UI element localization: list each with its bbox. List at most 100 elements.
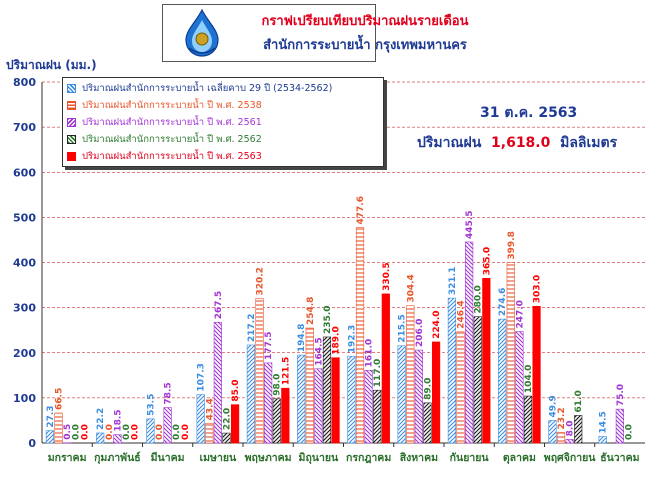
chart-title-line1: กราฟเปรียบเทียบปริมาณฝนรายเดือน <box>261 14 469 29</box>
legend-swatch-2563 <box>67 152 76 161</box>
value-label-avg: 49.9 <box>548 395 558 417</box>
x-tick-label: ตุลาคม <box>503 452 536 465</box>
bar-y2563 <box>381 293 390 444</box>
x-tick-label: มีนาคม <box>151 451 185 464</box>
bar-y2538 <box>406 305 415 444</box>
bar-y2562 <box>574 415 583 444</box>
value-label-y2562: 235.0 <box>323 305 333 333</box>
bar-y2561 <box>565 439 574 444</box>
value-label-y2563: 330.5 <box>382 262 392 290</box>
value-label-y2561: 78.5 <box>164 382 174 404</box>
bar-y2561 <box>213 321 222 444</box>
value-label-y2562: 61.0 <box>574 390 584 412</box>
value-label-y2563: 121.5 <box>281 357 291 385</box>
value-label-y2538: 43.4 <box>205 398 215 420</box>
value-label-y2538: 0.0 <box>155 424 165 440</box>
bar-avg <box>397 345 406 444</box>
bar-y2562 <box>473 316 482 444</box>
legend-item-2561: ปริมาณฝนสำนักการระบายน้ำ ปี พ.ศ. 2561 <box>67 114 379 131</box>
y-tick-label: 500 <box>13 211 36 224</box>
y-tick-label: 600 <box>13 166 36 179</box>
x-tick-label: มิถุนายน <box>298 452 339 465</box>
legend-swatch-2538 <box>67 101 76 110</box>
y-tick-label: 800 <box>13 76 36 89</box>
bar-y2563 <box>230 404 240 444</box>
bar-y2561 <box>615 408 624 444</box>
value-label-y2561: 247.0 <box>515 300 525 328</box>
bar-y2561 <box>364 370 373 444</box>
date-label: 31 ต.ค. 2563 <box>480 105 578 121</box>
legend-item-2563: ปริมาณฝนสำนักการระบายน้ำ ปี พ.ศ. 2563 <box>67 148 379 165</box>
value-label-y2563: 303.0 <box>533 275 543 303</box>
value-label-y2561: 445.5 <box>465 210 475 238</box>
value-label-y2561: 8.0 <box>566 420 576 436</box>
value-label-y2562: 280.0 <box>474 285 484 313</box>
rain-total-unit: มิลลิเมตร <box>560 135 618 151</box>
legend-label-avg: ปริมาณฝนสำนักการระบายน้ำ เฉลี่ยคาบ 29 ปี… <box>82 83 333 94</box>
y-axis-label: ปริมาณฝน (มม.) <box>6 58 97 72</box>
value-label-avg: 217.2 <box>247 314 257 342</box>
bar-avg <box>548 420 557 444</box>
value-label-avg: 194.8 <box>297 324 307 352</box>
value-label-y2561: 18.5 <box>113 409 123 431</box>
rain-total: ปริมาณฝน 1,618.0 มิลลิเมตร <box>417 132 617 154</box>
bar-y2538 <box>205 423 214 444</box>
bar-y2563 <box>431 341 441 444</box>
x-tick-label: กุมภาพันธ์ <box>94 451 141 465</box>
bar-y2561 <box>163 407 172 444</box>
value-label-y2563: 189.0 <box>332 326 342 354</box>
value-label-y2563: 0.0 <box>131 424 141 440</box>
value-label-y2563: 85.0 <box>231 379 241 401</box>
value-label-avg: 192.3 <box>347 325 357 353</box>
value-label-y2562: 0.0 <box>72 424 82 440</box>
raindrop-emblem-icon <box>185 8 219 57</box>
value-label-y2562: 89.0 <box>423 378 433 400</box>
value-label-y2538: 254.8 <box>306 297 316 325</box>
x-tick-label: พฤศจิกายน <box>544 452 597 464</box>
legend-swatch-2562 <box>67 135 76 144</box>
value-label-y2561: 161.0 <box>365 339 375 367</box>
x-tick-label: เมษายน <box>200 452 237 464</box>
bar-y2538 <box>456 331 465 444</box>
legend-label-2562: ปริมาณฝนสำนักการระบายน้ำ ปี พ.ศ. 2562 <box>82 134 262 145</box>
value-label-y2561: 177.5 <box>264 331 274 359</box>
bar-avg <box>246 344 256 444</box>
y-tick-label: 300 <box>13 302 36 315</box>
value-label-y2561: 206.0 <box>415 319 425 347</box>
legend-swatch-avg <box>67 84 76 93</box>
legend-swatch-2561 <box>67 118 76 127</box>
legend-label-2561: ปริมาณฝนสำนักการระบายน้ำ ปี พ.ศ. 2561 <box>82 117 262 128</box>
bar-avg <box>347 355 356 444</box>
bar-y2538 <box>355 227 365 444</box>
value-label-avg: 321.1 <box>448 267 458 295</box>
bar-avg <box>146 418 155 444</box>
bar-y2538 <box>305 327 314 444</box>
x-tick-label: กันยายน <box>450 452 490 464</box>
value-label-y2562: 98.0 <box>273 374 283 396</box>
y-tick-label: 100 <box>13 392 36 405</box>
value-label-avg: 53.5 <box>146 394 156 416</box>
value-label-y2538: 477.6 <box>356 196 366 224</box>
value-label-y2538: 23.2 <box>557 407 567 429</box>
y-tick-label: 700 <box>13 121 36 134</box>
chart-title-line2: สำนักการระบายน้ำ กรุงเทพมหานคร <box>263 38 467 53</box>
value-label-y2538: 66.5 <box>55 388 65 410</box>
y-tick-label: 0 <box>28 437 36 450</box>
bar-avg <box>45 430 55 444</box>
x-tick-label: ธันวาคม <box>600 452 639 464</box>
bar-y2561 <box>314 368 323 444</box>
bar-y2562 <box>523 395 533 444</box>
value-label-avg: 22.2 <box>96 408 106 430</box>
bar-y2561 <box>414 349 423 444</box>
bar-y2562 <box>373 389 382 444</box>
legend-item-2538: ปริมาณฝนสำนักการระบายน้ำ ปี พ.ศ. 2538 <box>67 97 379 114</box>
value-label-avg: 107.3 <box>197 363 207 391</box>
bar-avg <box>96 432 105 444</box>
x-tick-label: กรกฎาคม <box>346 452 391 464</box>
value-label-y2563: 0.0 <box>181 424 191 440</box>
bar-avg <box>447 297 457 444</box>
bar-y2538 <box>54 412 63 444</box>
bar-y2563 <box>532 305 541 444</box>
value-label-y2561: 0.5 <box>63 424 73 440</box>
